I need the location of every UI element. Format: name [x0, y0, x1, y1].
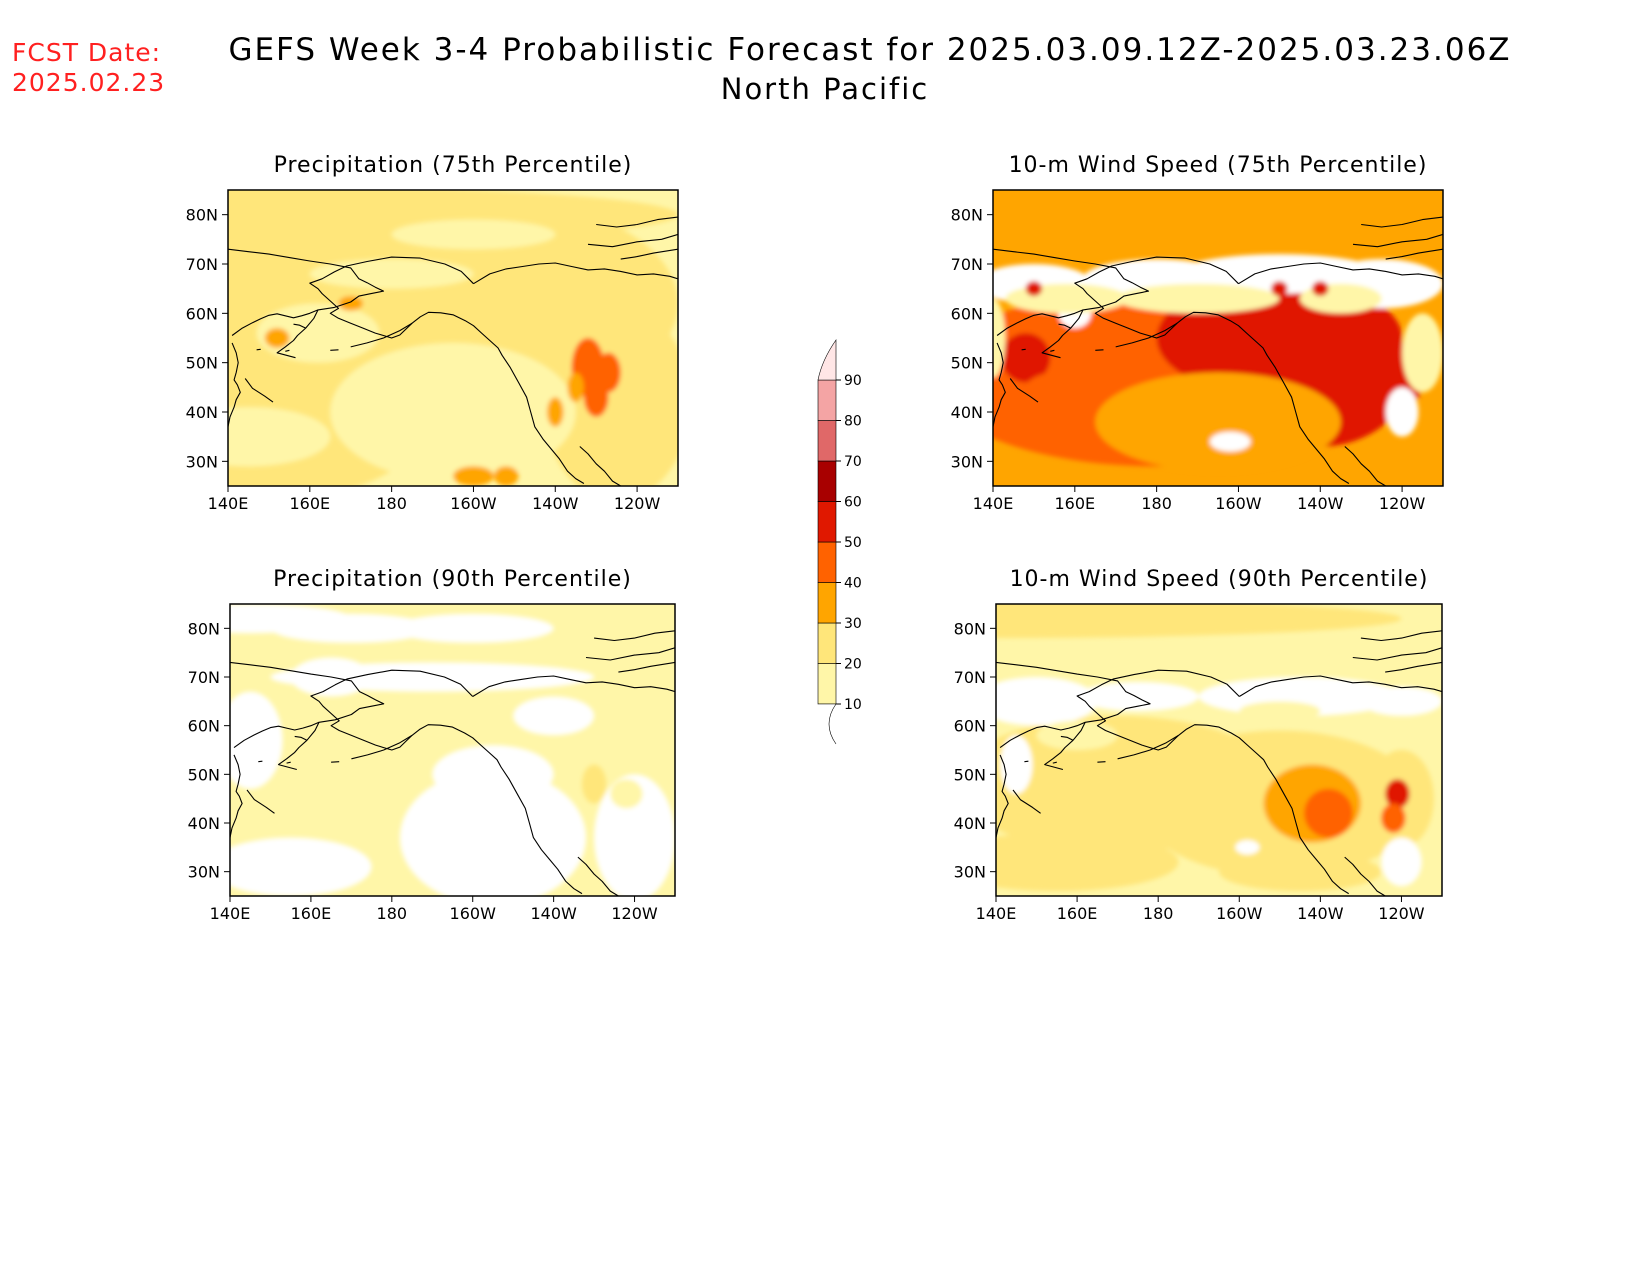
map-panel: 10-m Wind Speed (90th Percentile) 140E 160… [954, 567, 1443, 923]
colorbar-segment [817, 541, 837, 583]
map-frame [992, 189, 1444, 487]
lat-tick-label: 60N [954, 717, 986, 736]
colorbar-segment [817, 663, 837, 705]
colorbar-tick-label: 60 [844, 495, 862, 511]
colorbar-tick-label: 30 [844, 616, 862, 632]
lat-tick-label: 70N [186, 255, 218, 274]
lat-tick-label: 30N [186, 452, 218, 471]
lon-tick-label: 120W [1379, 494, 1426, 513]
shaded-field [996, 604, 1442, 896]
colorbar-segment [817, 501, 837, 543]
shaded-field [228, 190, 678, 486]
shaded-field [993, 190, 1443, 486]
panel-title: Precipitation (75th Percentile) [274, 153, 633, 178]
lon-tick-label: 180 [1141, 494, 1172, 513]
colorbar-segment [817, 420, 837, 462]
lon-tick-label: 120W [611, 904, 658, 923]
colorbar-segment [817, 460, 837, 502]
forecast-date-block: FCST Date: 2025.02.23 [12, 38, 165, 98]
lon-tick-label: 160W [450, 904, 497, 923]
lon-tick-label: 140W [530, 904, 577, 923]
lon-tick-label: 140W [1297, 904, 1344, 923]
panel-title: 10-m Wind Speed (90th Percentile) [1010, 567, 1429, 592]
lon-tick-label: 160E [289, 494, 330, 513]
lon-tick-label: 160W [450, 494, 497, 513]
figure-subtitle: North Pacific [720, 72, 930, 106]
lat-tick-label: 40N [951, 403, 983, 422]
map-panel: 10-m Wind Speed (75th Percentile) 140E 160… [951, 153, 1444, 513]
lat-tick-label: 40N [188, 814, 220, 833]
figure-title: GEFS Week 3-4 Probabilistic Forecast for… [228, 32, 1512, 68]
panel-title: 10-m Wind Speed (75th Percentile) [1009, 153, 1428, 178]
colorbar-tick-label: 80 [844, 414, 862, 430]
lat-tick-label: 40N [186, 403, 218, 422]
lon-tick-label: 180 [377, 904, 408, 923]
lat-tick-label: 80N [186, 206, 218, 225]
lat-tick-label: 50N [188, 765, 220, 784]
lat-tick-label: 80N [951, 206, 983, 225]
colorbar-tick-label: 90 [844, 373, 862, 389]
lat-tick-label: 70N [951, 255, 983, 274]
colorbar-segment [817, 582, 837, 624]
lon-tick-label: 120W [614, 494, 661, 513]
lon-tick-label: 160E [1057, 904, 1098, 923]
lon-tick-label: 140E [210, 904, 251, 923]
lat-tick-label: 70N [954, 668, 986, 687]
colorbar-tick-label: 70 [844, 454, 862, 470]
lat-tick-label: 70N [188, 668, 220, 687]
shaded-field [230, 604, 675, 896]
lat-tick-label: 40N [954, 814, 986, 833]
colorbar-segment [817, 622, 837, 664]
lat-tick-label: 60N [951, 304, 983, 323]
panel-title: Precipitation (90th Percentile) [273, 567, 632, 592]
colorbar-tick-label: 50 [844, 535, 862, 551]
lat-tick-label: 30N [951, 452, 983, 471]
lon-tick-label: 180 [1143, 904, 1174, 923]
colorbar-tick-label: 40 [844, 576, 862, 592]
lat-tick-label: 50N [951, 354, 983, 373]
map-panel: Precipitation (90th Percentile) 140E 160E 1… [188, 567, 676, 923]
lon-tick-label: 120W [1378, 904, 1425, 923]
colorbar-bottom-extension [818, 703, 837, 745]
colorbar-segment [817, 379, 837, 421]
colorbar-top-extension [817, 339, 837, 381]
colorbar-tick-label: 20 [844, 657, 862, 673]
lon-tick-label: 140E [976, 904, 1017, 923]
map-frame [995, 603, 1443, 897]
lon-tick-label: 140W [532, 494, 579, 513]
lon-tick-label: 140E [973, 494, 1014, 513]
map-panel: Precipitation (75th Percentile) 140E 160E 1… [186, 153, 679, 513]
lon-tick-label: 140W [1297, 494, 1344, 513]
lon-tick-label: 160E [291, 904, 332, 923]
lon-tick-label: 160E [1054, 494, 1095, 513]
lat-tick-label: 60N [188, 717, 220, 736]
colorbar: 10 20 30 40 50 60 70 80 90 [817, 339, 862, 745]
map-frame [227, 189, 679, 487]
lat-tick-label: 30N [188, 863, 220, 882]
fcst-date-label: FCST Date: [12, 38, 162, 67]
lon-tick-label: 160W [1215, 494, 1262, 513]
lat-tick-label: 60N [186, 304, 218, 323]
lat-tick-label: 50N [186, 354, 218, 373]
lat-tick-label: 80N [954, 619, 986, 638]
lat-tick-label: 80N [188, 619, 220, 638]
colorbar-tick-label: 10 [844, 697, 862, 713]
lon-tick-label: 180 [376, 494, 407, 513]
lon-tick-label: 140E [208, 494, 249, 513]
map-frame [229, 603, 676, 897]
lat-tick-label: 50N [954, 765, 986, 784]
fcst-date-value: 2025.02.23 [12, 68, 166, 97]
lat-tick-label: 30N [954, 863, 986, 882]
lon-tick-label: 160W [1216, 904, 1263, 923]
figure-title-block: GEFS Week 3-4 Probabilistic Forecast for… [0, 32, 1650, 106]
